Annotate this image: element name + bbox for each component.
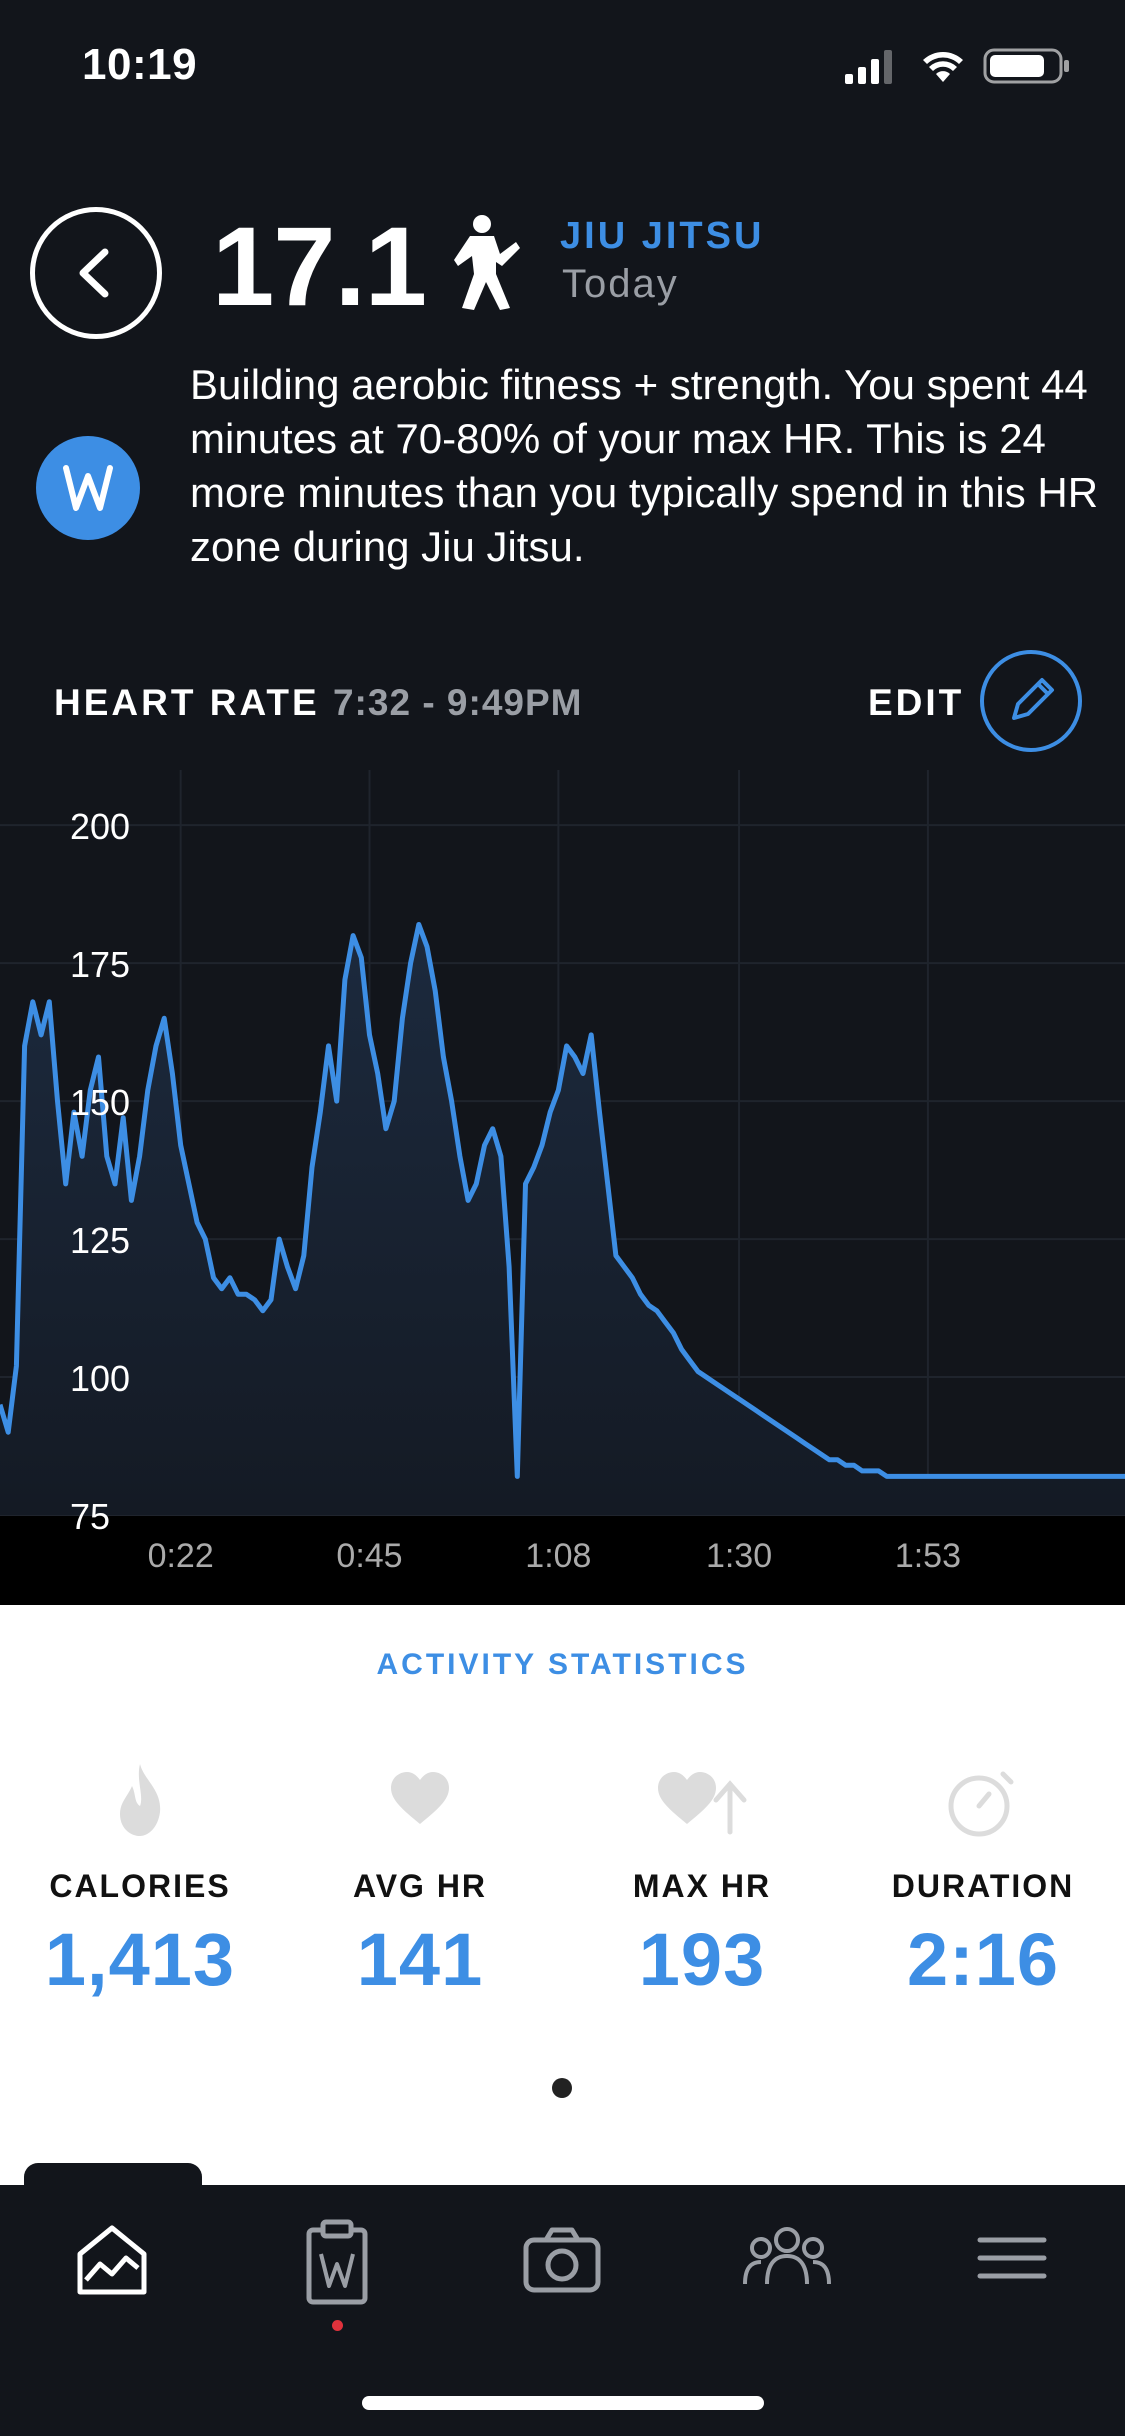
stopwatch-icon — [948, 1771, 1014, 1837]
x-tick-label: 1:53 — [895, 1537, 961, 1575]
back-button[interactable] — [30, 207, 162, 339]
x-tick-label: 0:45 — [336, 1537, 402, 1575]
whoop-logo-icon — [63, 465, 113, 511]
stat-calories: CALORIES 1,413 — [10, 1760, 270, 2010]
stat-duration: DURATION 2:16 — [853, 1760, 1113, 2010]
tab-camera[interactable] — [502, 2200, 622, 2320]
clipboard-icon — [306, 2219, 368, 2305]
heart-rate-line — [0, 922, 1125, 1479]
heart-rate-label: HEART RATE — [54, 682, 320, 723]
y-tick-label: 100 — [70, 1358, 130, 1399]
heart-rate-time-range: 7:32 - 9:49PM — [332, 682, 583, 723]
hamburger-menu-icon — [977, 2237, 1047, 2279]
insight-text: Building aerobic fitness + strength. You… — [190, 361, 1099, 570]
cellular-signal-icon — [845, 50, 892, 84]
x-tick-label: 1:08 — [525, 1537, 591, 1575]
activity-date: Today — [562, 262, 679, 306]
tab-community[interactable] — [727, 2200, 847, 2320]
stat-label-duration: DURATION — [891, 1868, 1075, 1904]
strain-score: 17.1 — [212, 204, 427, 329]
heart-rate-header: HEART RATE 7:32 - 9:49PM — [54, 682, 582, 724]
tab-menu[interactable] — [952, 2200, 1072, 2320]
y-tick-label: 175 — [70, 944, 130, 985]
stat-max-hr: MAX HR 193 — [572, 1760, 832, 2010]
activity-name: JIU JITSU — [560, 215, 765, 257]
y-tick-label: 150 — [70, 1082, 130, 1123]
heart-rate-area — [0, 924, 1125, 1515]
battery-icon — [983, 48, 1069, 84]
stat-value-avg-hr: 141 — [356, 1918, 484, 2001]
heart-icon — [391, 1772, 449, 1824]
status-time: 10:19 — [82, 40, 198, 89]
activity-statistics-title: ACTIVITY STATISTICS — [376, 1648, 749, 1681]
camera-icon — [523, 2227, 601, 2293]
home-indicator[interactable] — [362, 2396, 764, 2410]
heart-up-icon — [658, 1772, 747, 1835]
tab-journal[interactable] — [277, 2200, 397, 2320]
heart-rate-chart: 200 175 150 125 100 75 0:22 0:45 1:08 1:30 1:53 — [0, 770, 1125, 1605]
y-axis-labels: 200 175 150 125 100 75 — [70, 806, 130, 1537]
people-icon — [743, 2227, 831, 2285]
jiu-jitsu-icon — [454, 215, 520, 310]
stat-value-duration: 2:16 — [906, 1918, 1060, 2001]
pencil-icon — [1012, 678, 1054, 720]
page-indicator-dot[interactable] — [552, 2078, 572, 2098]
edit-button[interactable] — [980, 650, 1082, 752]
stat-avg-hr: AVG HR 141 — [290, 1760, 550, 2010]
flame-icon — [120, 1764, 161, 1836]
stat-label-max-hr: MAX HR — [632, 1868, 772, 1904]
stat-value-max-hr: 193 — [638, 1918, 766, 2001]
tab-home-highlight — [24, 2163, 202, 2233]
notification-dot — [332, 2320, 343, 2331]
stat-label-calories: CALORIES — [49, 1868, 231, 1904]
y-tick-label: 200 — [70, 806, 130, 847]
status-icons — [845, 48, 1069, 84]
stat-value-calories: 1,413 — [44, 1918, 236, 2001]
x-tick-label: 1:30 — [706, 1537, 772, 1575]
edit-label[interactable]: EDIT — [868, 682, 965, 723]
coach-badge — [36, 436, 140, 540]
wifi-icon — [923, 52, 963, 82]
stat-label-avg-hr: AVG HR — [352, 1868, 488, 1904]
y-tick-label: 125 — [70, 1220, 130, 1261]
home-chart-icon — [77, 2225, 147, 2295]
x-axis-labels: 0:22 0:45 1:08 1:30 1:53 — [148, 1537, 961, 1575]
x-tick-label: 0:22 — [148, 1537, 214, 1575]
y-tick-label: 75 — [70, 1496, 110, 1537]
chevron-left-icon — [79, 248, 109, 298]
tab-home[interactable] — [52, 2200, 172, 2320]
